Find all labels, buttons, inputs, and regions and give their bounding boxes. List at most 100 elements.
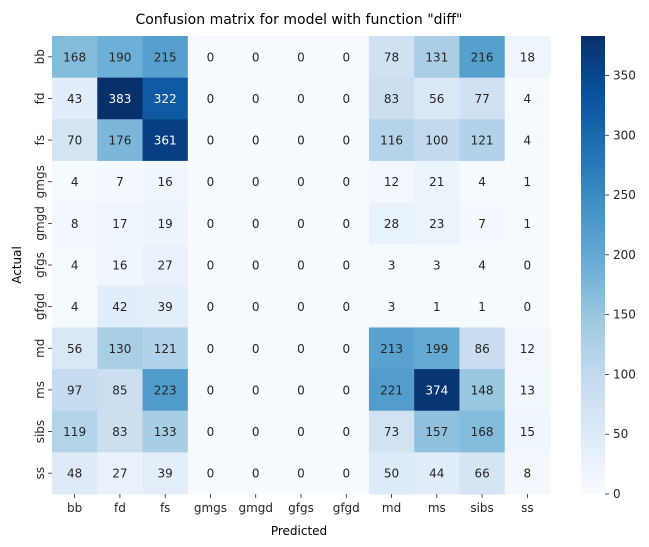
heatmap-cell	[278, 119, 325, 162]
cell-value-label: 15	[520, 425, 535, 439]
colorbar-tick-label: 100	[613, 367, 636, 381]
cell-value-label: 42	[112, 300, 127, 314]
x-tick-label: fd	[114, 501, 126, 515]
cell-value-label: 322	[154, 92, 177, 106]
heatmap-cell	[459, 119, 506, 162]
y-tick-label: ms	[33, 381, 47, 399]
cell-value-label: 148	[471, 383, 494, 397]
y-tick-label: bb	[33, 49, 47, 64]
cell-value-label: 0	[252, 217, 260, 231]
heatmap-cell	[97, 202, 144, 245]
heatmap-cell	[52, 244, 98, 287]
heatmap-cell	[459, 202, 506, 245]
cell-value-label: 0	[207, 300, 215, 314]
heatmap-cell	[323, 160, 370, 204]
y-axis-ticks: bb fd fs gmgs gmgd gfgs gfgd md ms sibs ss	[33, 49, 52, 479]
heatmap-cell	[142, 327, 189, 370]
cell-value-label: 4	[71, 259, 79, 273]
y-tick-label: gfgd	[33, 293, 47, 320]
cell-value-label: 7	[116, 175, 124, 189]
heatmap-cell	[504, 77, 551, 120]
cell-value-label: 0	[342, 92, 350, 106]
heatmap-cell	[414, 327, 460, 370]
cell-value-label: 0	[252, 134, 260, 148]
cell-value-label: 0	[297, 259, 305, 273]
colorbar	[581, 36, 605, 494]
cell-value-label: 78	[384, 50, 399, 64]
heatmap-cell	[187, 452, 234, 495]
heatmap-cell	[504, 244, 551, 287]
heatmap-cell	[414, 202, 460, 245]
cell-value-label: 1	[433, 300, 441, 314]
cell-value-label: 0	[252, 342, 260, 356]
cell-value-label: 0	[297, 175, 305, 189]
cell-value-label: 13	[520, 383, 535, 397]
cell-value-label: 66	[474, 467, 489, 481]
heatmap-cell	[414, 410, 460, 453]
cell-value-label: 23	[429, 217, 444, 231]
cell-value-label: 16	[112, 259, 127, 273]
heatmap-cell	[459, 244, 506, 287]
heatmap-cell	[142, 160, 189, 204]
cell-value-label: 27	[112, 467, 127, 481]
heatmap-cell	[323, 285, 370, 328]
cell-value-label: 4	[478, 259, 486, 273]
heatmap-cell	[233, 36, 279, 79]
cell-value-label: 0	[342, 467, 350, 481]
heatmap-cell	[187, 369, 234, 412]
cell-value-label: 0	[297, 467, 305, 481]
heatmap-cell	[459, 327, 506, 370]
heatmap-cell	[368, 285, 415, 328]
heatmap-cell	[414, 369, 460, 412]
cell-value-label: 8	[524, 467, 532, 481]
cell-value-label: 0	[342, 342, 350, 356]
heatmap-cell	[459, 369, 506, 412]
cell-value-label: 121	[471, 134, 494, 148]
y-tick-label: sibs	[33, 420, 47, 443]
heatmap-cell	[142, 369, 189, 412]
x-tick-label: gmgs	[194, 501, 227, 515]
heatmap-cell	[278, 452, 325, 495]
cell-value-label: 7	[478, 217, 486, 231]
y-tick-label: ss	[33, 467, 47, 480]
heatmap-cell	[142, 77, 189, 120]
cell-value-label: 19	[158, 217, 173, 231]
colorbar-tick-label: 250	[613, 188, 636, 202]
cell-value-label: 0	[207, 383, 215, 397]
colorbar-tick-label: 300	[613, 128, 636, 142]
cell-value-label: 0	[297, 50, 305, 64]
cell-value-label: 18	[520, 50, 535, 64]
cell-value-label: 131	[425, 50, 448, 64]
cell-value-label: 3	[388, 300, 396, 314]
cell-value-label: 221	[380, 383, 403, 397]
cell-value-label: 27	[158, 259, 173, 273]
heatmap-cell	[504, 369, 551, 412]
heatmap-cell	[368, 452, 415, 495]
x-tick-label: ms	[428, 501, 446, 515]
cell-value-label: 85	[112, 383, 127, 397]
cell-value-label: 16	[158, 175, 173, 189]
cell-value-label: 0	[342, 175, 350, 189]
heatmap-cell	[52, 452, 98, 495]
cell-value-label: 0	[342, 134, 350, 148]
heatmap-cell	[52, 119, 98, 162]
cell-value-label: 83	[112, 425, 127, 439]
heatmap-cell	[459, 285, 506, 328]
cell-value-label: 0	[297, 342, 305, 356]
heatmap-cell	[52, 285, 98, 328]
cell-value-label: 43	[67, 92, 82, 106]
cell-value-label: 0	[252, 92, 260, 106]
x-tick-label: sibs	[470, 501, 493, 515]
colorbar-tick-label: 0	[613, 487, 621, 501]
cell-value-label: 28	[384, 217, 399, 231]
colorbar-tick-label: 200	[613, 248, 636, 262]
heatmap-cell	[368, 202, 415, 245]
heatmap-cell	[187, 244, 234, 287]
heatmap-cell	[142, 285, 189, 328]
cell-value-label: 0	[342, 259, 350, 273]
cell-value-label: 0	[297, 92, 305, 106]
cell-value-label: 86	[474, 342, 489, 356]
heatmap-cell	[504, 119, 551, 162]
heatmap-cell	[233, 77, 279, 120]
